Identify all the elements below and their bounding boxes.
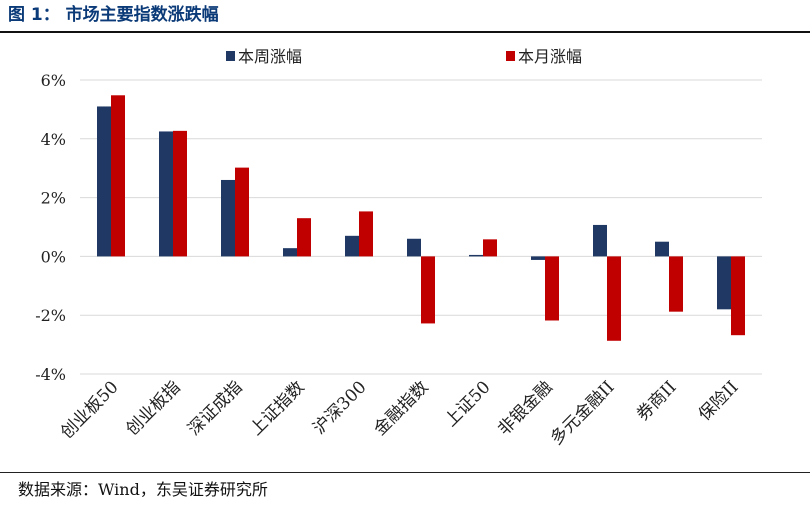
x-axis-ticks: 创业板50 创业板指 深证成指 上证指数 沪深300 金融指数 上证50 非银金融多元金融II… xyxy=(57,377,743,449)
bars-layer xyxy=(97,95,745,341)
x-category-label: 创业板指 xyxy=(122,377,184,439)
bar-month-1 xyxy=(173,130,187,257)
bar-month-10 xyxy=(731,256,745,336)
bar-month-9 xyxy=(669,256,683,312)
y-tick-label: 2% xyxy=(41,189,66,208)
bar-week-1 xyxy=(159,131,173,257)
x-category-label: 金融指数 xyxy=(370,377,432,439)
x-category-label: 深证成指 xyxy=(184,377,246,439)
y-axis-ticks: 6% 4% 2% 0% -2% -4% xyxy=(35,71,66,384)
bar-month-4 xyxy=(359,211,373,257)
legend-label-week: 本周涨幅 xyxy=(238,47,302,66)
bar-month-7 xyxy=(545,256,559,321)
bar-month-3 xyxy=(297,218,311,257)
y-tick-label: 6% xyxy=(41,71,66,90)
bar-month-5 xyxy=(421,256,435,324)
bar-week-2 xyxy=(221,179,235,257)
bar-month-8 xyxy=(607,256,621,341)
legend-label-month: 本月涨幅 xyxy=(518,47,582,66)
bar-week-4 xyxy=(345,235,359,257)
x-category-label: 上证指数 xyxy=(246,377,308,439)
bar-week-8 xyxy=(593,224,607,257)
x-category-label: 券商II xyxy=(633,377,681,425)
legend-swatch-week xyxy=(226,51,235,61)
title-divider xyxy=(0,31,810,33)
figure-title: 图 1： 市场主要指数涨跌幅 xyxy=(8,5,219,25)
footer-divider xyxy=(0,472,810,473)
x-category-label: 多元金融II xyxy=(547,377,619,449)
bar-week-0 xyxy=(97,106,111,257)
bar-month-0 xyxy=(111,95,125,257)
bar-week-10 xyxy=(717,256,731,310)
bar-week-3 xyxy=(283,248,297,257)
legend-swatch-month xyxy=(506,51,515,61)
x-category-label: 非银金融 xyxy=(494,377,556,439)
bar-week-9 xyxy=(655,241,669,257)
x-category-label: 创业板50 xyxy=(57,377,123,443)
legend: 本周涨幅 本月涨幅 xyxy=(226,47,582,66)
y-tick-label: -2% xyxy=(35,306,66,325)
x-category-label: 保险II xyxy=(695,377,743,425)
bar-week-7 xyxy=(531,256,545,260)
y-tick-label: 0% xyxy=(41,247,66,266)
y-tick-label: -4% xyxy=(35,365,66,384)
y-tick-label: 4% xyxy=(41,130,66,149)
data-source-note: 数据来源：Wind，东吴证券研究所 xyxy=(18,480,268,499)
bar-month-2 xyxy=(235,167,249,257)
x-category-label: 沪深300 xyxy=(309,377,370,438)
x-category-label: 上证50 xyxy=(441,377,494,430)
bar-week-5 xyxy=(407,238,421,257)
bar-week-6 xyxy=(469,254,483,257)
bar-month-6 xyxy=(483,239,497,257)
index-change-bar-chart: 6% 4% 2% 0% -2% -4% 创业板50 创业板指 深证成指 上证指数 沪深300 金融指… xyxy=(35,47,762,449)
